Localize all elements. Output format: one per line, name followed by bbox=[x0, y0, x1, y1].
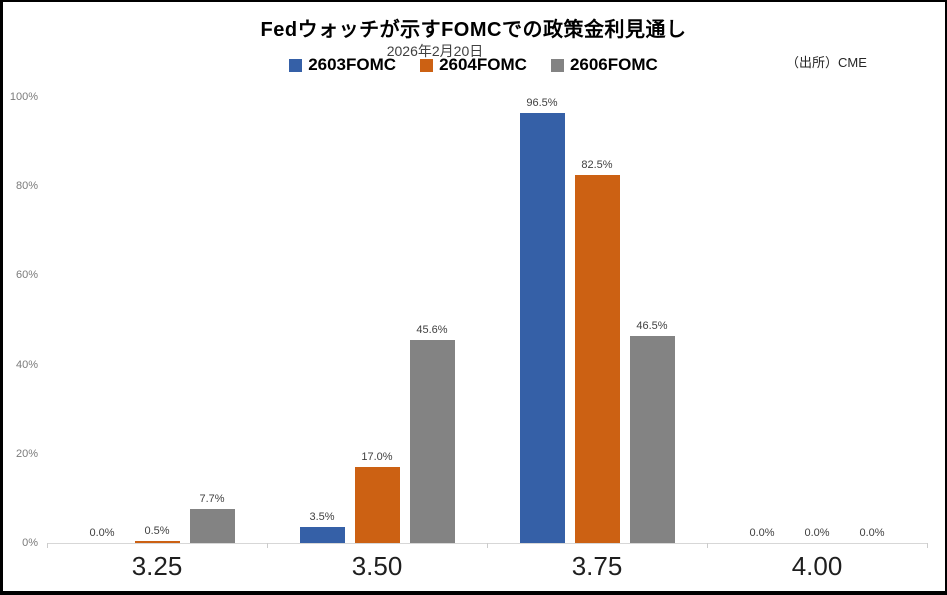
legend-item-2604fomc: 2604FOMC bbox=[420, 55, 527, 75]
bar-2606fomc-3.25 bbox=[189, 508, 235, 543]
bar-value-label: 0.0% bbox=[749, 527, 775, 539]
chart-legend: 2603FOMC 2604FOMC 2606FOMC bbox=[0, 55, 947, 75]
x-axis-tick-mark bbox=[706, 543, 708, 548]
x-axis-tick-mark bbox=[266, 543, 268, 548]
bar-2603fomc-3.50 bbox=[299, 527, 345, 543]
y-axis-tick-label: 0% bbox=[22, 537, 38, 549]
bar-value-label: 82.5% bbox=[581, 159, 613, 172]
bar-value-label: 0.0% bbox=[859, 527, 885, 539]
bar-value-label: 0.5% bbox=[144, 524, 170, 537]
legend-item-2606fomc: 2606FOMC bbox=[550, 55, 658, 75]
bar-value-label: 46.5% bbox=[636, 319, 668, 332]
y-axis-tick-label: 60% bbox=[15, 269, 38, 282]
y-axis-tick-label: 40% bbox=[15, 358, 38, 371]
bar-2604fomc-3.25 bbox=[134, 540, 180, 543]
x-axis-tick-mark bbox=[486, 543, 488, 548]
chart-subtitle: 2026年2月20日 bbox=[386, 43, 484, 59]
y-axis-tick-label: 20% bbox=[15, 447, 38, 460]
legend-label: 2604FOMC bbox=[439, 55, 527, 74]
bar-value-label: 0.0% bbox=[804, 527, 830, 539]
x-axis-tick-mark bbox=[46, 543, 48, 548]
bar-2604fomc-3.50 bbox=[354, 467, 400, 543]
x-axis-category-label: 4.00 bbox=[791, 551, 843, 581]
legend-item-2603fomc: 2603FOMC bbox=[289, 55, 396, 75]
bar-2603fomc-3.75 bbox=[519, 112, 565, 543]
bar-value-label: 3.5% bbox=[309, 511, 335, 524]
bar-value-label: 7.7% bbox=[199, 492, 225, 505]
bar-value-label: 96.5% bbox=[526, 96, 558, 109]
chart-title: Fedウォッチが示すFOMCでの政策金利見通し bbox=[260, 19, 687, 41]
bar-2604fomc-3.75 bbox=[574, 175, 620, 543]
bar-2606fomc-3.75 bbox=[629, 335, 675, 543]
legend-label: 2603FOMC bbox=[308, 55, 397, 74]
x-axis-line bbox=[47, 543, 928, 544]
x-axis-category-label: 3.75 bbox=[571, 551, 623, 581]
bar-value-label: 45.6% bbox=[416, 323, 448, 336]
x-axis-category-label: 3.25 bbox=[131, 551, 183, 581]
bar-2606fomc-3.50 bbox=[409, 339, 455, 543]
bar-value-label: 0.0% bbox=[89, 527, 115, 539]
legend-swatch-icon bbox=[550, 58, 564, 72]
x-axis-tick-mark bbox=[926, 543, 928, 548]
source-label: （出所）CME bbox=[786, 55, 867, 70]
legend-label: 2606FOMC bbox=[569, 55, 658, 74]
bar-value-label: 17.0% bbox=[361, 451, 393, 464]
legend-swatch-icon bbox=[289, 58, 303, 72]
legend-swatch-icon bbox=[420, 58, 434, 72]
y-axis-tick-label: 100% bbox=[9, 91, 38, 103]
x-axis-category-label: 3.50 bbox=[351, 551, 403, 581]
y-axis-tick-label: 80% bbox=[15, 180, 38, 193]
